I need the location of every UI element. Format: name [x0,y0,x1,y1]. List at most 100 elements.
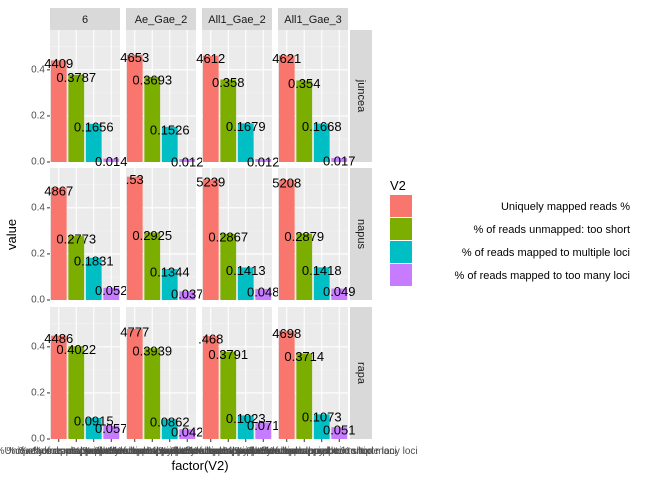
bar [331,158,348,162]
bar [144,348,161,439]
bar [220,351,237,439]
facet-panel: 5239 0.2867 0.1413 0.048 [196,168,280,301]
data-label: 0.3787 [56,70,96,85]
bar [278,330,295,439]
facet-panel: 5208 0.2879 0.1418 0.049 [272,168,356,301]
strip-background [350,307,372,439]
strip-background [350,30,372,162]
legend-label: % of reads mapped to too many loci [455,270,630,282]
data-label: 0.3714 [284,349,324,364]
facet-panel: 4612 0.358 0.1679 0.012 [196,30,280,169]
data-label: 0.0862 [150,415,190,430]
y-tick-label: 0.4 [31,341,45,352]
bar [126,176,143,300]
data-label: 0.354 [288,76,321,91]
x-tick-label: %of reads unmapped: too short [158,446,298,457]
data-label: 4777 [120,324,149,339]
bar [103,425,120,439]
bar [68,236,85,300]
bar [202,179,219,300]
data-label: 0.1413 [226,263,266,278]
data-label: 0.071 [247,418,280,433]
data-label: 0.0915 [74,413,114,428]
bar [313,267,330,300]
strip-label: rapa [355,362,367,385]
bar [50,187,67,300]
data-label: 0.017 [323,153,356,168]
data-label: 0.1831 [74,253,114,268]
data-label: 4612 [196,51,225,66]
facet-strip-row: napus [350,168,372,300]
legend-title: V2 [390,178,406,193]
bar [126,328,143,439]
bar [313,123,330,162]
strip-label: juncea [355,79,367,113]
bar [85,257,102,300]
bar [255,422,272,439]
data-label: 0.1526 [150,122,190,137]
data-label: 0.2925 [132,228,172,243]
data-label: 4621 [272,51,301,66]
y-tick-label: 0.2 [31,249,45,260]
data-label: 0.2879 [284,229,324,244]
x-tick-label: %of reads mapped to multiple loci [95,446,245,457]
data-label: 0.042 [171,425,204,440]
facet-strip-column: 6 [50,8,120,30]
x-tick-label: %of reads unmapped: too short [82,446,222,457]
facet-strip-column: Ae_Gae_2 [126,8,196,30]
facet-strip-row: juncea [350,30,372,162]
bar [144,76,161,162]
legend-label: % of reads unmapped: too short [473,224,630,236]
data-label: 5239 [196,175,225,190]
bar [202,336,219,439]
data-label: 0.057 [95,421,128,436]
x-tick-label: %of reads mapped to too many loci [185,446,342,457]
bar [331,427,348,439]
x-tick-label: %of reads mapped to too many loci [109,446,266,457]
bar [220,79,237,162]
legend-key [390,264,412,286]
bar [103,158,120,162]
data-label: 0.014 [95,154,128,169]
data-label: 4409 [44,56,73,71]
bar [202,55,219,163]
bar [85,417,102,439]
bar [85,123,102,162]
legend-key [390,218,412,240]
facet-strip-column: All1_Gae_2 [202,8,272,30]
data-label: 4486 [44,331,73,346]
facet-panel: 4621 0.354 0.1668 0.017 [272,30,356,168]
y-tick-label: 0.0 [31,157,45,168]
facet-panel: .53 0.2925 0.1344 0.037 [126,168,204,302]
y-tick-label: 0.4 [31,64,45,75]
bar [179,429,196,439]
x-tick-label: %of reads unmapped: too short [6,446,146,457]
strip-background [350,168,372,300]
data-label: 0.358 [212,75,245,90]
legend-key [390,241,412,263]
data-label: 0.051 [323,423,356,438]
strip-label: 6 [82,14,88,26]
bar [50,335,67,439]
x-tick-label: %of reads mapped to multiple loci [171,446,321,457]
bar [161,126,178,162]
bar [237,123,254,162]
x-tick-label: %of reads unmapped: too short [234,446,374,457]
data-label: 0.1073 [302,410,342,425]
strip-background [202,8,272,30]
data-label: 0.1418 [302,263,342,278]
bar [179,291,196,300]
bar [237,415,254,439]
x-axis-title: factor(V2) [171,458,228,473]
bar [179,159,196,162]
y-axis-title: value [4,219,19,250]
data-label: 0.3693 [132,72,172,87]
data-label: 0.1023 [226,411,266,426]
data-label: 0.2867 [208,229,248,244]
data-label: 4653 [120,50,149,65]
bar [237,267,254,300]
data-label: 0.3791 [208,347,248,362]
y-tick-label: 0.4 [31,202,45,213]
facet-strip-row: rapa [350,307,372,439]
